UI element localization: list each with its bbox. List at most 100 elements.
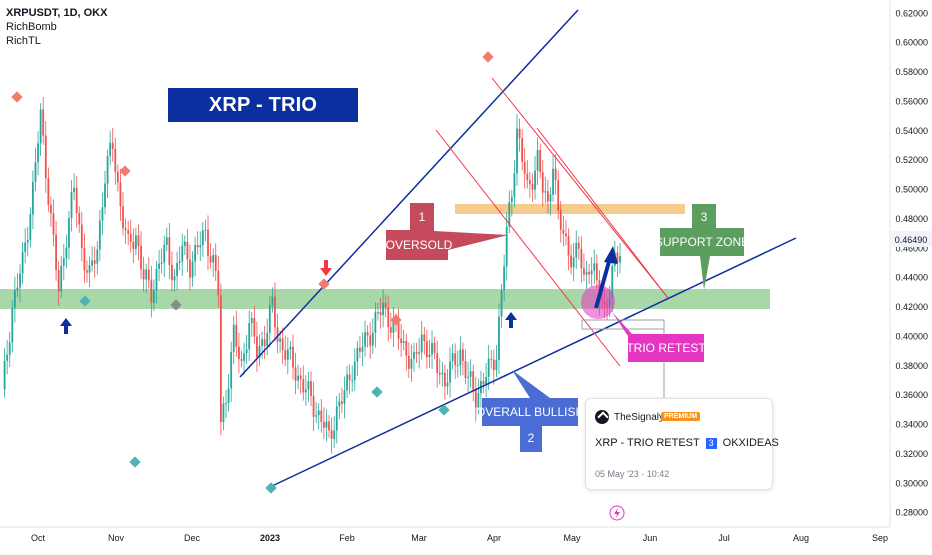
bullish-callout (482, 370, 578, 452)
candle-up (181, 245, 184, 262)
candle-up (11, 307, 14, 343)
candle-up (91, 260, 94, 266)
candle-down (281, 338, 284, 351)
up-arrow-icon (505, 312, 517, 328)
candle-up (268, 305, 271, 334)
candle-down (274, 296, 276, 328)
candle-down (541, 172, 544, 193)
y-tick-label: 0.46000 (895, 243, 928, 253)
y-axis-ticks: 0.62000 0.60000 0.58000 0.56000 0.54000 0.520… (895, 8, 928, 517)
candle-down (209, 256, 212, 263)
candle-up (353, 361, 356, 381)
idea-card[interactable]: TheSignalyst PREMIUM XRP - TRIO RETEST 3… (585, 398, 779, 490)
candle-down (55, 234, 57, 271)
candle-down (196, 244, 199, 248)
candle-down (294, 367, 297, 381)
candle-down (237, 346, 240, 359)
candle-up (505, 226, 508, 267)
candle-down (93, 260, 96, 264)
candle-up (29, 214, 32, 241)
candle-down (322, 421, 325, 428)
candle-up (431, 342, 433, 355)
candle-up (346, 374, 348, 391)
card-title[interactable]: XRP - TRIO RETEST 3 OKXIDEAS (595, 437, 779, 449)
candle-up (449, 361, 451, 383)
projection-arrow-head (604, 246, 618, 264)
candle-down (379, 311, 382, 316)
indicator-label[interactable]: RichTL (6, 35, 41, 47)
support-number: 3 (701, 210, 708, 224)
candle-up (21, 251, 24, 274)
candle-down (207, 229, 209, 257)
candle-down (482, 381, 485, 385)
candle-down (132, 241, 135, 249)
marker-teal-diamond (371, 386, 383, 398)
candle-down (189, 259, 191, 278)
marker-teal-diamond (265, 482, 277, 494)
y-tick-label: 0.60000 (895, 38, 928, 48)
x-axis-ticks: Oct Nov Dec 2023 Feb Mar Apr May Jun Jul Aug Sep (31, 533, 888, 543)
candle-down (86, 270, 88, 273)
candle-up (469, 371, 472, 377)
y-tick-label: 0.34000 (895, 420, 928, 430)
bullish-number: 2 (528, 431, 535, 445)
channel-line-mid (536, 127, 669, 299)
candle-down (407, 355, 410, 369)
symbol-label[interactable]: XRPUSDT, 1D, OKX (6, 7, 108, 19)
candle-down (310, 381, 312, 397)
candle-down (567, 236, 570, 256)
candle-up (307, 381, 310, 390)
candle-up (446, 382, 449, 387)
candle-down (583, 268, 585, 275)
candle-up (245, 349, 248, 354)
candle-down (168, 237, 171, 265)
candle-up (73, 187, 76, 193)
candle-up (101, 207, 104, 221)
channel-line-upper (491, 77, 669, 299)
trio-label: TRIO RETEST (626, 341, 706, 355)
candle-down (359, 347, 361, 352)
candle-up (134, 235, 137, 249)
candle-down (397, 321, 400, 339)
candle-up (343, 390, 346, 404)
candle-up (534, 170, 536, 190)
lightning-icon[interactable] (609, 505, 625, 521)
candle-up (374, 312, 377, 333)
candle-down (116, 171, 119, 183)
author-name[interactable]: TheSignalyst (614, 412, 672, 423)
candle-up (165, 237, 168, 245)
y-tick-label: 0.40000 (895, 331, 928, 341)
candle-down (580, 248, 583, 269)
candle-down (111, 142, 114, 149)
candle-up (495, 359, 498, 371)
candle-up (590, 270, 593, 275)
y-tick-label: 0.50000 (895, 185, 928, 195)
author-logo-icon (595, 410, 609, 424)
candle-down (50, 204, 52, 214)
candle-up (31, 181, 34, 215)
candle-down (490, 358, 493, 360)
candle-down (80, 224, 83, 249)
candle-up (39, 109, 42, 144)
candle-up (3, 360, 6, 390)
candle-up (212, 255, 215, 263)
candle-down (253, 318, 256, 337)
candle-down (47, 178, 50, 205)
marker-red-diamond (119, 165, 131, 177)
candle-up (155, 268, 158, 291)
indicator-label[interactable]: RichBomb (6, 21, 57, 33)
candle-up (364, 332, 366, 347)
candle-down (129, 233, 132, 242)
candle-up (451, 353, 454, 362)
candle-up (572, 257, 575, 268)
candle-down (330, 430, 333, 439)
marker-red-diamond (318, 278, 330, 290)
candle-down (562, 229, 565, 234)
candle-up (227, 388, 230, 404)
candle-down (171, 264, 173, 281)
candle-up (315, 415, 318, 417)
candle-down (292, 346, 294, 368)
candle-down (240, 358, 243, 361)
last-price-tag (891, 231, 932, 247)
candle-down (531, 184, 534, 190)
